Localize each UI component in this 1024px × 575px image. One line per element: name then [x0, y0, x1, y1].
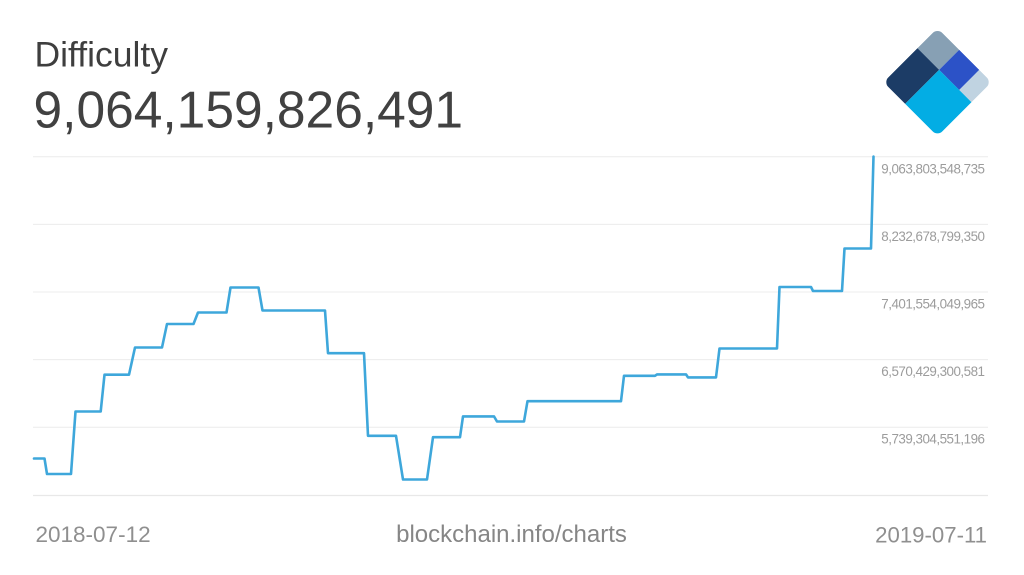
svg-text:8,232,678,799,350: 8,232,678,799,350: [881, 229, 984, 244]
svg-text:blockchain.info/charts: blockchain.info/charts: [396, 521, 627, 548]
svg-text:Difficulty: Difficulty: [35, 35, 169, 75]
svg-text:9,064,159,826,491: 9,064,159,826,491: [34, 81, 464, 139]
svg-text:6,570,429,300,581: 6,570,429,300,581: [881, 364, 984, 379]
svg-text:2019-07-11: 2019-07-11: [875, 523, 987, 548]
svg-text:7,401,554,049,965: 7,401,554,049,965: [881, 297, 984, 312]
svg-text:5,739,304,551,196: 5,739,304,551,196: [881, 432, 984, 447]
svg-text:2018-07-12: 2018-07-12: [36, 522, 151, 547]
svg-text:9,063,803,548,735: 9,063,803,548,735: [881, 162, 984, 177]
